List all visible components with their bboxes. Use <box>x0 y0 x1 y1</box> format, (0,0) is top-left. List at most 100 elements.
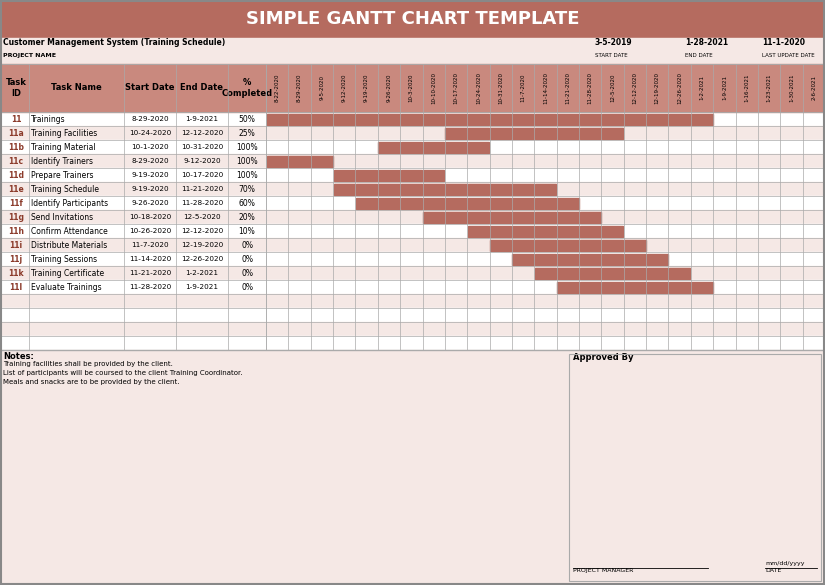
Text: 0%: 0% <box>241 269 253 277</box>
Text: Identify Trainers: Identify Trainers <box>31 157 93 166</box>
Bar <box>625 253 646 264</box>
Bar <box>557 239 578 250</box>
Bar <box>289 156 310 167</box>
Bar <box>579 212 601 222</box>
Text: Approved By: Approved By <box>573 353 634 362</box>
Bar <box>0 280 825 294</box>
Bar <box>401 113 422 125</box>
Text: 100%: 100% <box>236 157 257 166</box>
Text: 1-16-2021: 1-16-2021 <box>744 74 749 102</box>
Text: Customer Management System (Training Schedule): Customer Management System (Training Sch… <box>3 38 225 47</box>
Bar <box>0 252 825 266</box>
Text: END DATE: END DATE <box>685 53 713 58</box>
Text: LAST UPDATE DATE: LAST UPDATE DATE <box>762 53 814 58</box>
Text: 11f: 11f <box>9 198 23 208</box>
Text: 1-9-2021: 1-9-2021 <box>722 75 727 101</box>
Text: Training Facilities: Training Facilities <box>31 129 97 137</box>
Bar <box>557 128 578 139</box>
Bar <box>379 113 399 125</box>
Bar <box>311 113 332 125</box>
Text: 8-29-2020: 8-29-2020 <box>131 158 169 164</box>
Bar <box>625 267 646 278</box>
Bar <box>266 156 288 167</box>
Bar <box>557 212 578 222</box>
Text: Prepare Trainers: Prepare Trainers <box>31 170 93 180</box>
Bar <box>446 142 467 153</box>
Bar <box>446 184 467 194</box>
Bar <box>579 113 601 125</box>
Text: 11-28-2020: 11-28-2020 <box>587 72 592 104</box>
Text: 12-12-2020: 12-12-2020 <box>181 130 223 136</box>
Text: Task
ID: Task ID <box>6 78 26 98</box>
Text: 20%: 20% <box>238 212 256 222</box>
Text: 11i: 11i <box>9 240 22 249</box>
Bar <box>625 281 646 292</box>
Text: 11-14-2020: 11-14-2020 <box>543 72 548 104</box>
Bar <box>379 170 399 181</box>
Text: Training Certificate: Training Certificate <box>31 269 104 277</box>
Bar <box>0 210 825 224</box>
Bar <box>535 239 556 250</box>
Bar <box>512 198 534 208</box>
Text: 0%: 0% <box>241 283 253 291</box>
Bar <box>446 212 467 222</box>
Bar <box>535 253 556 264</box>
Bar <box>0 266 825 280</box>
Bar <box>289 113 310 125</box>
Text: mm/dd/yyyy: mm/dd/yyyy <box>765 561 804 566</box>
Bar <box>423 184 445 194</box>
Text: START DATE: START DATE <box>595 53 628 58</box>
Bar <box>557 267 578 278</box>
Text: 11-7-2020: 11-7-2020 <box>521 74 526 102</box>
Bar <box>333 113 355 125</box>
Text: 12-19-2020: 12-19-2020 <box>655 72 660 104</box>
Text: 12-12-2020: 12-12-2020 <box>633 72 638 104</box>
Text: Notes:: Notes: <box>3 352 34 361</box>
Text: 100%: 100% <box>236 143 257 152</box>
Bar <box>535 212 556 222</box>
Text: 11h: 11h <box>8 226 24 236</box>
Text: 1-30-2021: 1-30-2021 <box>789 74 794 102</box>
Bar <box>625 239 646 250</box>
Bar <box>0 238 825 252</box>
Text: 9-12-2020: 9-12-2020 <box>183 158 221 164</box>
Bar <box>490 212 512 222</box>
Bar <box>379 142 399 153</box>
Text: 8-29-2020: 8-29-2020 <box>297 74 302 102</box>
Bar <box>535 198 556 208</box>
Bar <box>579 225 601 236</box>
Bar <box>0 112 825 126</box>
Text: 9-5-2020: 9-5-2020 <box>319 75 324 101</box>
Text: 8-22-2020: 8-22-2020 <box>275 74 280 102</box>
Bar <box>602 239 623 250</box>
Bar <box>557 281 578 292</box>
Text: 11-28-2020: 11-28-2020 <box>181 200 223 206</box>
Text: 12-5-2020: 12-5-2020 <box>183 214 221 220</box>
Text: 10-10-2020: 10-10-2020 <box>431 72 436 104</box>
Bar <box>356 184 377 194</box>
Bar <box>602 267 623 278</box>
Text: 12-26-2020: 12-26-2020 <box>677 72 682 104</box>
Bar <box>602 128 623 139</box>
Text: 100%: 100% <box>236 170 257 180</box>
Bar <box>401 170 422 181</box>
Bar <box>0 168 825 182</box>
Text: 11a: 11a <box>8 129 24 137</box>
Bar <box>647 281 668 292</box>
Text: %
Completed: % Completed <box>221 78 272 98</box>
Bar <box>0 182 825 196</box>
Text: 11c: 11c <box>8 157 24 166</box>
Bar <box>647 267 668 278</box>
Bar <box>468 128 489 139</box>
Text: 9-19-2020: 9-19-2020 <box>131 186 169 192</box>
Text: Task Name: Task Name <box>51 84 101 92</box>
Bar <box>0 336 825 350</box>
Bar <box>468 212 489 222</box>
Text: SIMPLE GANTT CHART TEMPLATE: SIMPLE GANTT CHART TEMPLATE <box>246 10 579 28</box>
Bar <box>356 113 377 125</box>
Text: Distribute Materials: Distribute Materials <box>31 240 107 249</box>
Text: 11-21-2020: 11-21-2020 <box>129 270 171 276</box>
Bar <box>356 198 377 208</box>
Text: 11-7-2020: 11-7-2020 <box>131 242 169 248</box>
Text: 10-17-2020: 10-17-2020 <box>454 72 459 104</box>
